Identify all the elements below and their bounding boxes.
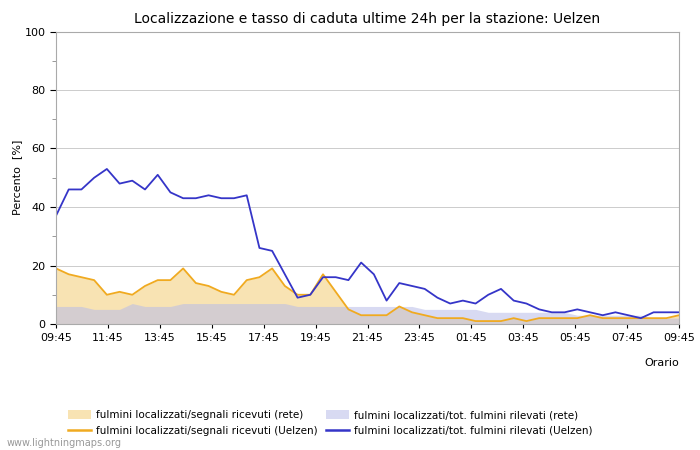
Y-axis label: Percento  [%]: Percento [%]: [12, 140, 22, 216]
Text: www.lightningmaps.org: www.lightningmaps.org: [7, 438, 122, 448]
Title: Localizzazione e tasso di caduta ultime 24h per la stazione: Uelzen: Localizzazione e tasso di caduta ultime …: [134, 12, 601, 26]
Text: Orario: Orario: [644, 358, 679, 368]
Legend: fulmini localizzati/segnali ricevuti (rete), fulmini localizzati/segnali ricevut: fulmini localizzati/segnali ricevuti (re…: [68, 410, 592, 436]
